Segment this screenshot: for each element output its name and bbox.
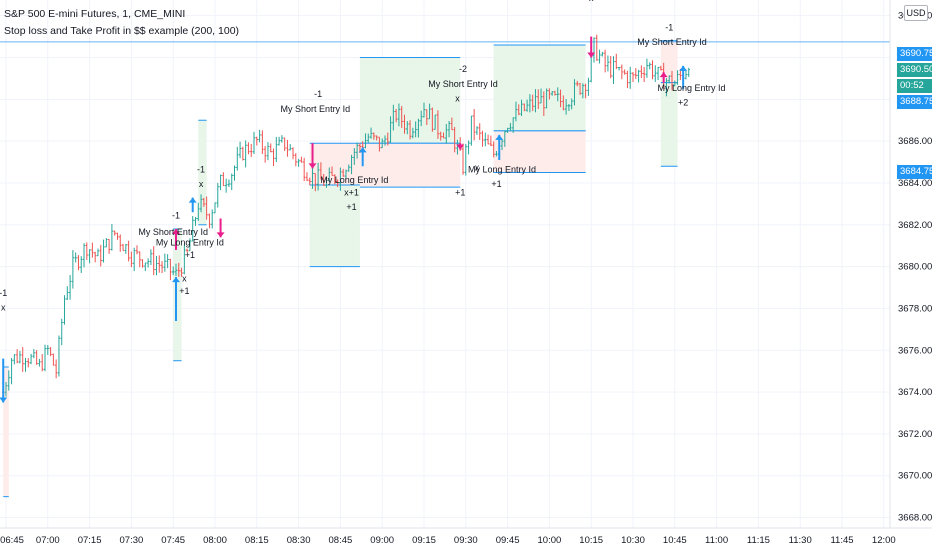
trade-arrow-head (188, 197, 197, 203)
trade-annotation: x (1, 303, 6, 313)
x-tick-label: 09:00 (370, 535, 394, 546)
trade-zone-loss (493, 130, 586, 173)
trade-annotation: My Short Entry Id (138, 227, 208, 237)
trade-annotation: x (455, 93, 460, 103)
trade-arrow-head (308, 163, 317, 169)
trade-arrow-head (456, 144, 465, 150)
trade-zone-loss (359, 143, 461, 188)
trade-annotation: My Short Entry Id (428, 79, 498, 89)
trade-annotation: x (475, 162, 480, 172)
trade-annotation: -2 (459, 64, 467, 74)
trade-arrow-head (587, 52, 596, 58)
price-tag-lower-level: 3684.75 (897, 165, 932, 179)
trade-annotation: My Long Entry Id (156, 238, 224, 248)
trade-zone-profit (173, 228, 182, 361)
y-tick-label: 3672.00 (898, 429, 932, 440)
trade-zone-loss (660, 40, 678, 83)
trade-annotation: My Short Entry Id (281, 104, 351, 114)
trade-arrow-head (171, 277, 180, 283)
trade-annotation: -1 (197, 165, 205, 175)
trade-arrow-head (679, 65, 688, 71)
trade-zone-profit (198, 120, 207, 225)
x-tick-label: 11:00 (705, 535, 728, 546)
trade-annotation: x (589, 0, 594, 3)
x-tick-label: 10:30 (621, 535, 645, 546)
trade-arrow-head (0, 397, 8, 403)
x-tick-label: 07:15 (78, 535, 102, 546)
trade-annotation: x (182, 273, 187, 283)
trade-annotation: +1 (455, 188, 465, 198)
x-tick-label: 08:30 (287, 535, 311, 546)
trade-annotation: +1 (346, 202, 356, 212)
x-tick-label: 10:00 (538, 535, 562, 546)
trade-zone-profit (660, 82, 678, 167)
y-tick-label: 3668.00 (898, 513, 932, 524)
trade-annotation: My Long Entry Id (320, 175, 388, 185)
y-tick-label: 3686.00 (898, 136, 932, 147)
price-tag-last: 3690.50 (897, 63, 932, 77)
x-tick-label: 08:45 (329, 535, 353, 546)
trade-annotation: -1 (172, 211, 180, 221)
y-tick-label: 3674.00 (898, 387, 932, 398)
price-tag-entry: 3688.75 (897, 95, 932, 109)
trade-arrow-head (171, 228, 180, 234)
y-tick-label: 3678.00 (898, 303, 932, 314)
strategy-subtitle: Stop loss and Take Profit in $$ example … (4, 25, 240, 37)
y-tick-label: 3676.00 (898, 345, 932, 356)
currency-button[interactable]: USD (904, 5, 928, 21)
y-tick-label: 3682.00 (898, 220, 932, 231)
trade-annotation: x (199, 179, 204, 189)
x-tick-label: 10:45 (663, 535, 687, 546)
trade-annotation: My Long Entry Id (657, 83, 725, 93)
trade-annotation: My Long Entry Id (468, 165, 536, 175)
x-tick-label: 08:15 (245, 535, 269, 546)
x-tick-label: 06:45 (0, 535, 24, 546)
x-tick-label: 09:45 (496, 535, 520, 546)
x-tick-label: 07:45 (161, 535, 185, 546)
y-tick-label: 3670.00 (898, 471, 932, 482)
trade-arrow-head (495, 134, 504, 140)
trade-annotation: My Short Entry Id (637, 37, 707, 47)
x-tick-label: 10:15 (579, 535, 603, 546)
x-tick-label: 12:00 (872, 535, 896, 546)
price-tag-countdown: 00:52 (897, 79, 932, 93)
price-tag-upper-stop: 3690.75 (897, 47, 932, 61)
x-tick-label: 09:15 (412, 535, 436, 546)
trade-annotation: +1 (179, 286, 189, 296)
trade-annotation: +1 (185, 250, 195, 260)
trade-arrow-head (216, 232, 225, 238)
y-tick-label: 3680.00 (898, 262, 932, 273)
x-tick-label: 09:30 (454, 535, 478, 546)
trade-zone-profit (493, 44, 586, 131)
x-tick-label: 07:00 (36, 535, 60, 546)
trade-arrow-head (659, 72, 668, 78)
chart-title: S&P 500 E-mini Futures, 1, CME_MINI (4, 8, 186, 20)
trade-annotation: +1 (491, 179, 501, 189)
trade-annotation: -1 (0, 288, 7, 298)
x-tick-label: 07:30 (120, 535, 144, 546)
trade-zone-profit (309, 185, 360, 267)
trade-annotation: +2 (678, 98, 688, 108)
x-tick-label: 08:00 (203, 535, 227, 546)
trade-annotation: -1 (665, 22, 673, 32)
x-tick-label: 11:30 (789, 535, 812, 546)
y-tick-label: 3684.00 (898, 178, 932, 189)
trade-arrow-head (358, 147, 367, 153)
trade-zone-loss (3, 366, 9, 497)
trade-annotation: -1 (314, 89, 322, 99)
x-tick-label: 11:15 (747, 535, 770, 546)
trade-annotation: x+1 (344, 188, 359, 198)
x-tick-label: 11:45 (830, 535, 853, 546)
